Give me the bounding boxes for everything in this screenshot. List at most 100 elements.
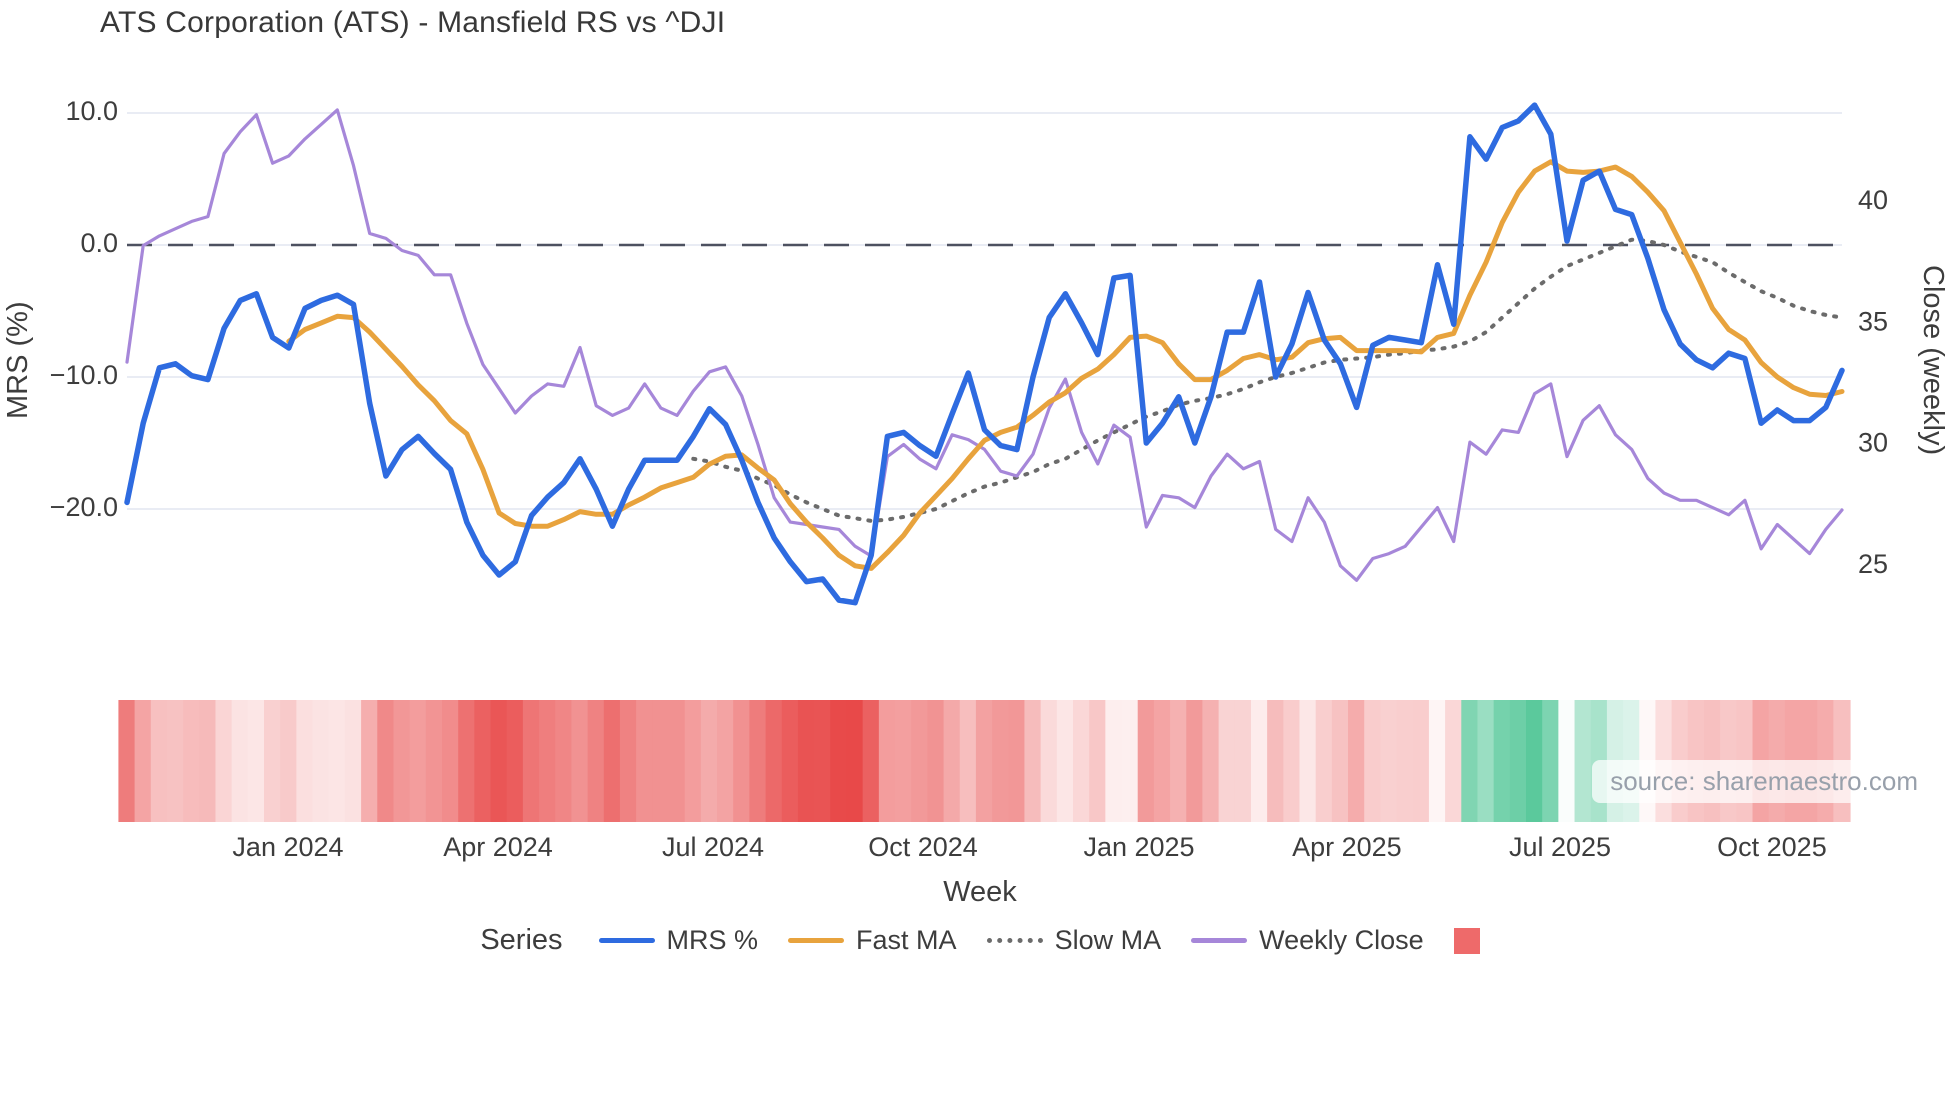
heatmap-cell [1137,700,1155,822]
legend-item-label: Fast MA [856,925,957,955]
heatmap-cell [1089,700,1107,822]
heatmap-cell [1234,700,1252,822]
heatmap-cell [474,700,492,822]
y-right-tick-label: 40 [1858,185,1888,215]
heatmap-cell [458,700,476,822]
legend-swatch-line [598,938,655,943]
series-line-slow-ma [691,237,1844,523]
heatmap-cell [150,700,168,822]
heatmap-cell [280,700,298,822]
y-axis-title-right: Close (weekly) [1917,264,1949,456]
heatmap-cell [539,700,557,822]
heatmap-cell [992,700,1010,822]
heatmap-cell [668,700,686,822]
y-left-tick-label: −20.0 [50,492,118,522]
chart-title: ATS Corporation (ATS) - Mansfield RS vs … [100,6,726,39]
heatmap-cell [1493,700,1511,822]
heatmap-cell [1380,700,1398,822]
heatmap-cell [166,700,185,822]
heatmap-cell [830,700,848,822]
heatmap-cell [749,700,767,822]
heatmap-cell [927,700,945,822]
heatmap-cell [862,700,880,822]
heatmap-cell [1461,700,1479,822]
heatmap-cell [1477,700,1495,822]
x-tick-label: Oct 2025 [1717,832,1827,862]
heatmap-cell [1250,700,1269,822]
watermark: source: sharemaestro.com [1592,760,1936,803]
legend: Series MRS % Fast MA Slow MA Weekly Close [0,924,1960,957]
heatmap-cell [895,700,913,822]
series-line-mrs- [124,102,1845,606]
x-tick-label: Jan 2024 [232,832,343,862]
heatmap-cell [878,700,897,822]
heatmap-cell [1445,700,1463,822]
heatmap-cell [1105,700,1123,822]
heatmap-cell [1364,700,1382,822]
heatmap-cell [199,700,217,822]
heatmap-cell [506,700,524,822]
legend-item-label: Weekly Close [1259,925,1424,955]
heatmap-cell [264,700,282,822]
heatmap-cell [1315,700,1333,822]
x-tick-label: Apr 2024 [443,832,553,862]
y-right-tick-label: 35 [1858,306,1888,336]
x-tick-label: Apr 2025 [1292,832,1402,862]
heatmap-cell [296,700,314,822]
x-tick-label: Jul 2024 [662,832,764,862]
heatmap-cell [700,700,719,822]
legend-swatch-line [1191,938,1248,943]
heatmap-cell [1024,700,1042,822]
heatmap-cell [603,700,621,822]
heatmap-cell [312,700,330,822]
heatmap-cell [183,700,201,822]
legend-item-label: Slow MA [1054,925,1162,955]
heatmap-cell [943,700,961,822]
heatmap-cell [215,700,233,822]
x-axis-title: Week [943,876,1017,908]
heatmap-cell [441,700,460,822]
series-line-weekly-close [125,108,1844,582]
heatmap-cell [1153,700,1172,822]
heatmap-cell [1072,700,1091,822]
heatmap-cell [959,700,977,822]
heatmap-cell [652,700,670,822]
heatmap-cell [134,700,152,822]
heatmap-cell [571,700,589,822]
y-right-tick-label: 25 [1858,549,1888,579]
y-left-tick-label: −10.0 [50,360,118,390]
heatmap-cell [846,700,864,822]
legend-title: Series [480,924,563,956]
legend-item-heatmap [1453,927,1480,954]
heatmap-cell [797,700,816,822]
legend-item-label: MRS % [666,925,759,955]
heatmap-cell [975,700,994,822]
heatmap-cell [409,700,427,822]
heatmap-cell [1509,700,1528,822]
heatmap-cell [231,700,249,822]
heatmap-cell [733,700,751,822]
heatmap-cell [1186,700,1204,822]
heatmap-cell [717,700,735,822]
heatmap-cell [1283,700,1301,822]
heatmap-cell [765,700,783,822]
y-left-tick-label: 10.0 [65,96,118,126]
heatmap-cell [1331,700,1350,822]
heatmap-cell [393,700,411,822]
heatmap-cell [1558,700,1576,822]
legend-swatch-square [1453,927,1480,954]
heatmap-cell [781,700,799,822]
heatmap-cell [911,700,929,822]
heatmap-cell [619,700,638,822]
heatmap-cell [1396,700,1414,822]
heatmap-cell [328,700,346,822]
heatmap-cell [1170,700,1188,822]
x-tick-label: Oct 2024 [868,832,978,862]
heatmap-cell [1299,700,1317,822]
legend-swatch-dotted-line [986,938,1043,943]
heatmap-cell [636,700,654,822]
heatmap-cell [555,700,573,822]
legend-item-slow-ma: Slow MA [986,925,1162,956]
heatmap-cell [425,700,443,822]
